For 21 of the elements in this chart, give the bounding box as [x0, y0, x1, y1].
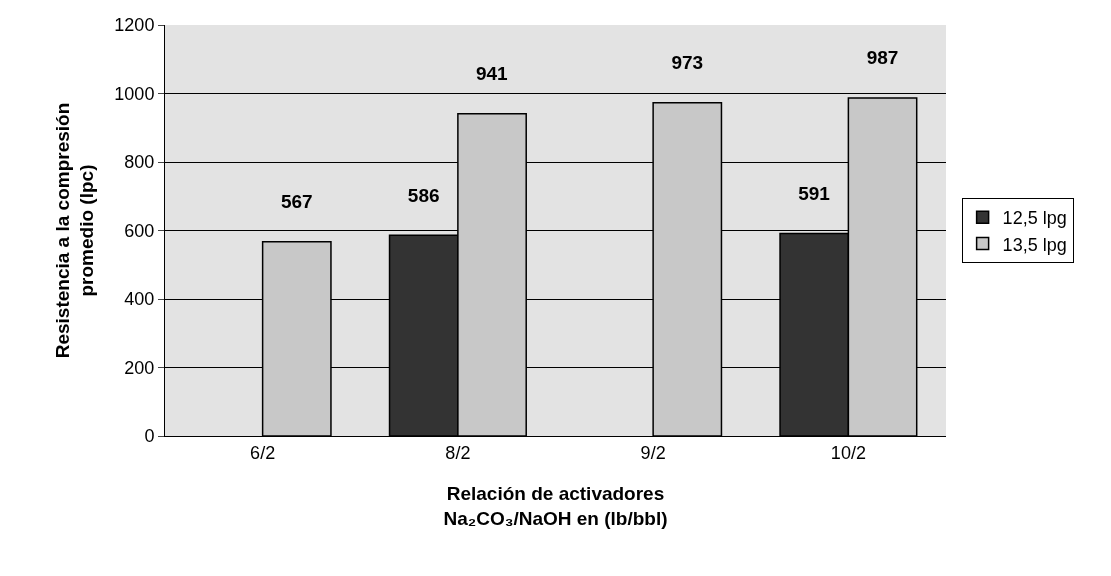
y-tick-label: 0 [144, 426, 155, 447]
y-tick-label: 800 [124, 152, 155, 173]
data-label: 586 [407, 184, 440, 206]
y-tick-label: 1000 [114, 83, 155, 104]
data-label: 973 [671, 52, 704, 74]
x-axis-title: Relación de activadores Na₂CO₃/NaOH en (lb/bbl) [443, 483, 668, 530]
legend-label: 13,5 lpg [1002, 234, 1067, 255]
data-label: 987 [866, 47, 899, 69]
y-tick-label: 600 [124, 220, 155, 241]
x-tick-label: 10/2 [830, 442, 866, 463]
x-tick-label: 8/2 [445, 442, 471, 463]
data-label: 567 [280, 191, 313, 213]
legend-label: 12,5 lpg [1002, 208, 1067, 229]
y-axis-title: Resistencia a la compresión promedio (lpc) [51, 102, 98, 359]
data-label: 591 [798, 182, 831, 204]
x-tick-label: 6/2 [250, 442, 276, 463]
data-label: 941 [475, 63, 509, 85]
y-tick-label: 200 [124, 357, 155, 378]
x-tick-label: 9/2 [640, 442, 666, 463]
y-tick-label: 1200 [114, 15, 155, 36]
y-tick-label: 400 [124, 289, 155, 310]
